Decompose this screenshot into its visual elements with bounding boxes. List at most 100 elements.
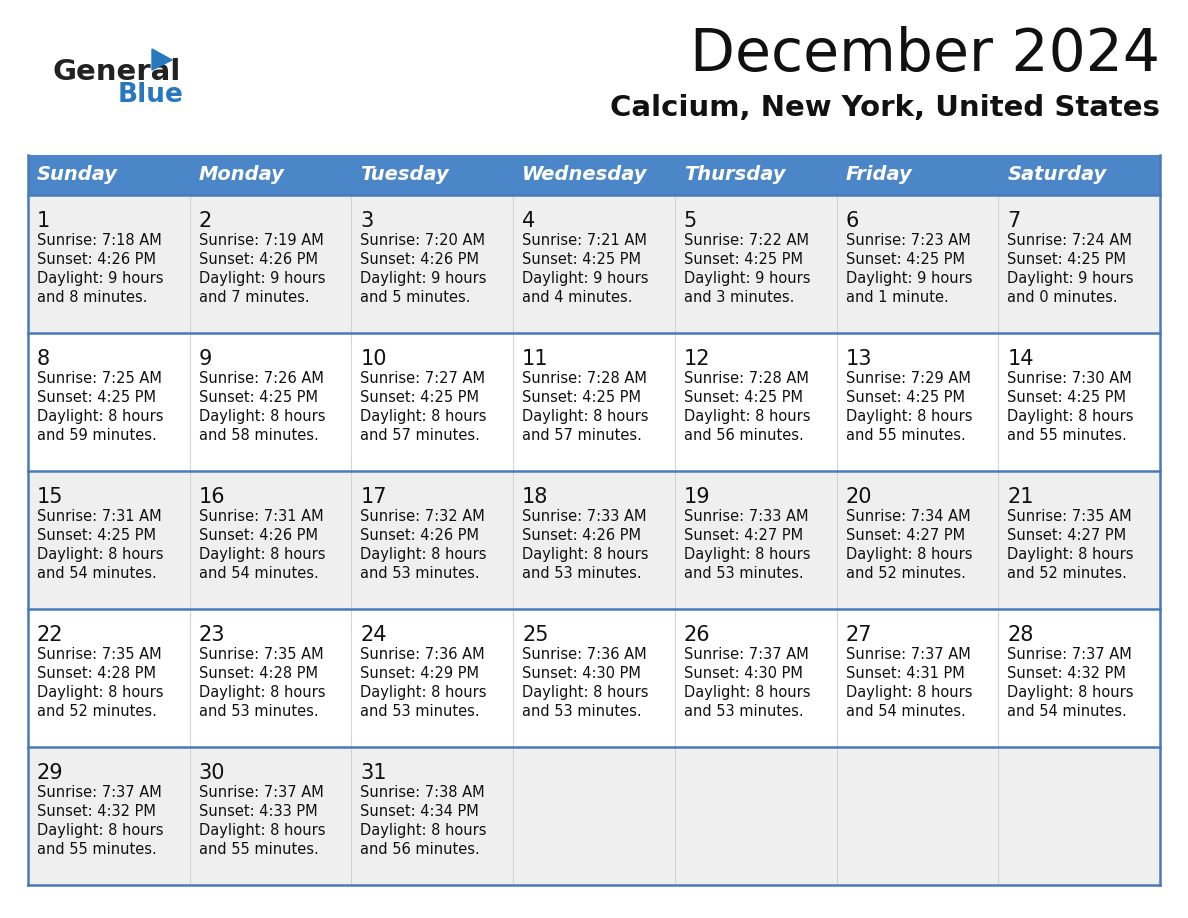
Text: Daylight: 8 hours: Daylight: 8 hours [198,547,326,562]
Text: Sunset: 4:31 PM: Sunset: 4:31 PM [846,666,965,681]
Text: Daylight: 8 hours: Daylight: 8 hours [198,685,326,700]
Text: Monday: Monday [198,165,285,185]
Text: 22: 22 [37,625,63,645]
Text: and 7 minutes.: and 7 minutes. [198,290,309,305]
Text: Daylight: 8 hours: Daylight: 8 hours [846,547,972,562]
Bar [513,155,675,195]
Text: Sunrise: 7:21 AM: Sunrise: 7:21 AM [523,233,647,248]
Polygon shape [152,49,172,70]
Text: Daylight: 9 hours: Daylight: 9 hours [198,271,326,286]
Text: 21: 21 [1007,487,1034,507]
Text: Sunrise: 7:26 AM: Sunrise: 7:26 AM [198,371,323,386]
Text: and 53 minutes.: and 53 minutes. [523,704,642,719]
Text: Sunrise: 7:37 AM: Sunrise: 7:37 AM [684,647,809,662]
Text: 31: 31 [360,763,387,783]
Text: Sunrise: 7:28 AM: Sunrise: 7:28 AM [523,371,647,386]
Text: 3: 3 [360,211,374,231]
Text: Sunrise: 7:31 AM: Sunrise: 7:31 AM [37,509,162,524]
Text: Daylight: 9 hours: Daylight: 9 hours [37,271,164,286]
Text: Daylight: 8 hours: Daylight: 8 hours [1007,409,1133,424]
Text: and 54 minutes.: and 54 minutes. [1007,704,1127,719]
Text: and 5 minutes.: and 5 minutes. [360,290,470,305]
Text: 23: 23 [198,625,226,645]
Text: Sunset: 4:32 PM: Sunset: 4:32 PM [1007,666,1126,681]
Text: Sunrise: 7:27 AM: Sunrise: 7:27 AM [360,371,486,386]
Bar [675,155,836,195]
Text: Sunset: 4:28 PM: Sunset: 4:28 PM [37,666,156,681]
Text: and 53 minutes.: and 53 minutes. [360,566,480,581]
Text: and 57 minutes.: and 57 minutes. [523,428,642,443]
Bar [352,155,513,195]
Text: and 55 minutes.: and 55 minutes. [37,842,157,857]
Text: Sunrise: 7:28 AM: Sunrise: 7:28 AM [684,371,809,386]
Text: Daylight: 9 hours: Daylight: 9 hours [846,271,972,286]
Text: and 0 minutes.: and 0 minutes. [1007,290,1118,305]
Text: Daylight: 8 hours: Daylight: 8 hours [1007,547,1133,562]
Text: and 1 minute.: and 1 minute. [846,290,948,305]
Bar [29,333,1159,471]
Text: 14: 14 [1007,349,1034,369]
Bar [836,155,998,195]
Text: 5: 5 [684,211,697,231]
Text: Sunset: 4:27 PM: Sunset: 4:27 PM [684,528,803,543]
Text: Sunset: 4:25 PM: Sunset: 4:25 PM [684,252,803,267]
Text: Sunset: 4:26 PM: Sunset: 4:26 PM [360,252,480,267]
Text: Daylight: 9 hours: Daylight: 9 hours [360,271,487,286]
Text: 24: 24 [360,625,387,645]
Text: Sunset: 4:25 PM: Sunset: 4:25 PM [523,252,642,267]
Text: Daylight: 9 hours: Daylight: 9 hours [1007,271,1133,286]
Text: 30: 30 [198,763,226,783]
Text: and 55 minutes.: and 55 minutes. [846,428,966,443]
Text: and 54 minutes.: and 54 minutes. [198,566,318,581]
Text: and 56 minutes.: and 56 minutes. [360,842,480,857]
Text: Sunrise: 7:36 AM: Sunrise: 7:36 AM [360,647,485,662]
Text: Sunset: 4:26 PM: Sunset: 4:26 PM [360,528,480,543]
Text: Sunrise: 7:35 AM: Sunrise: 7:35 AM [1007,509,1132,524]
Text: 19: 19 [684,487,710,507]
Text: Sunset: 4:25 PM: Sunset: 4:25 PM [684,390,803,405]
Text: 27: 27 [846,625,872,645]
Text: 4: 4 [523,211,536,231]
Text: Sunset: 4:27 PM: Sunset: 4:27 PM [846,528,965,543]
Text: and 53 minutes.: and 53 minutes. [684,704,803,719]
Text: Sunset: 4:26 PM: Sunset: 4:26 PM [523,528,642,543]
Text: Sunset: 4:25 PM: Sunset: 4:25 PM [846,390,965,405]
Text: Sunrise: 7:31 AM: Sunrise: 7:31 AM [198,509,323,524]
Text: Sunrise: 7:37 AM: Sunrise: 7:37 AM [1007,647,1132,662]
Text: Sunrise: 7:33 AM: Sunrise: 7:33 AM [523,509,646,524]
Text: 28: 28 [1007,625,1034,645]
Text: 11: 11 [523,349,549,369]
Text: Sunrise: 7:37 AM: Sunrise: 7:37 AM [198,785,323,800]
Text: 15: 15 [37,487,63,507]
Text: Daylight: 8 hours: Daylight: 8 hours [523,547,649,562]
Text: Sunrise: 7:30 AM: Sunrise: 7:30 AM [1007,371,1132,386]
Text: Sunrise: 7:36 AM: Sunrise: 7:36 AM [523,647,646,662]
Text: Sunset: 4:25 PM: Sunset: 4:25 PM [523,390,642,405]
Text: Tuesday: Tuesday [360,165,449,185]
Bar [29,155,190,195]
Text: Sunrise: 7:19 AM: Sunrise: 7:19 AM [198,233,323,248]
Text: and 55 minutes.: and 55 minutes. [198,842,318,857]
Text: Daylight: 8 hours: Daylight: 8 hours [360,547,487,562]
Text: 2: 2 [198,211,211,231]
Text: Sunset: 4:30 PM: Sunset: 4:30 PM [684,666,803,681]
Text: Daylight: 8 hours: Daylight: 8 hours [37,547,164,562]
Text: Sunrise: 7:18 AM: Sunrise: 7:18 AM [37,233,162,248]
Text: Sunset: 4:25 PM: Sunset: 4:25 PM [846,252,965,267]
Text: 6: 6 [846,211,859,231]
Text: Sunset: 4:34 PM: Sunset: 4:34 PM [360,804,479,819]
Text: 29: 29 [37,763,64,783]
Text: Daylight: 8 hours: Daylight: 8 hours [37,685,164,700]
Text: Sunset: 4:26 PM: Sunset: 4:26 PM [198,528,317,543]
Text: and 4 minutes.: and 4 minutes. [523,290,633,305]
Text: Sunrise: 7:20 AM: Sunrise: 7:20 AM [360,233,486,248]
Text: Saturday: Saturday [1007,165,1106,185]
Text: Sunrise: 7:34 AM: Sunrise: 7:34 AM [846,509,971,524]
Text: and 54 minutes.: and 54 minutes. [846,704,966,719]
Text: and 8 minutes.: and 8 minutes. [37,290,147,305]
Text: General: General [52,58,181,86]
Text: Daylight: 8 hours: Daylight: 8 hours [1007,685,1133,700]
Text: Daylight: 8 hours: Daylight: 8 hours [360,409,487,424]
Text: Sunset: 4:30 PM: Sunset: 4:30 PM [523,666,642,681]
Bar [29,609,1159,747]
